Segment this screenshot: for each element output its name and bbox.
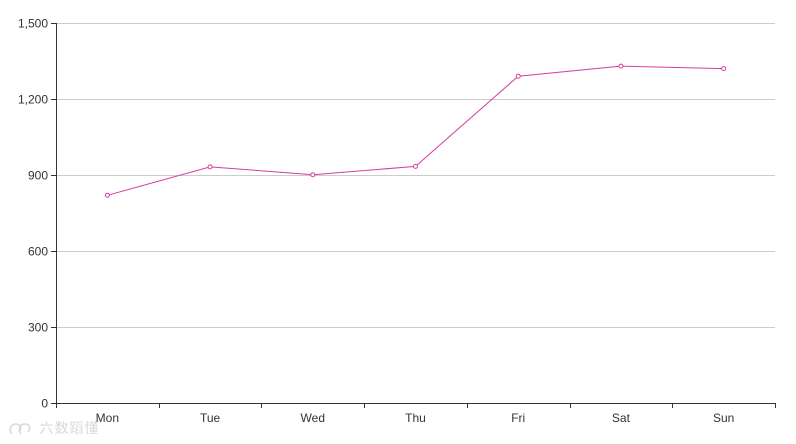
x-tick-label: Sat	[612, 411, 631, 425]
logo-icon	[9, 423, 31, 435]
watermark-text: 六数蹈懂	[39, 421, 100, 437]
data-point[interactable]	[104, 192, 110, 198]
x-tick-label: Wed	[301, 411, 325, 425]
x-tick-label: Thu	[405, 411, 426, 425]
y-tick-label: 900	[28, 169, 48, 183]
y-tick-label: 1,500	[18, 17, 48, 31]
axes	[51, 23, 776, 408]
data-point[interactable]	[310, 172, 316, 178]
data-point[interactable]	[618, 63, 624, 69]
y-tick-label: 1,200	[18, 93, 48, 107]
data-point[interactable]	[207, 164, 213, 170]
grid-lines	[56, 23, 775, 328]
y-tick-label: 0	[41, 397, 48, 411]
series-layer	[104, 63, 727, 198]
x-tick-label: Tue	[200, 411, 221, 425]
y-tick-labels: 0 300 600 900 1,200 1,500	[18, 17, 48, 411]
x-tick-label: Sun	[713, 411, 734, 425]
x-tick-label: Mon	[96, 411, 119, 425]
watermark: 六数蹈懂	[8, 418, 99, 438]
x-tick-labels: Mon Tue Wed Thu Fri Sat Sun	[96, 411, 735, 425]
data-point[interactable]	[515, 73, 521, 79]
data-point[interactable]	[721, 66, 727, 72]
y-tick-label: 300	[28, 321, 48, 335]
y-tick-label: 600	[28, 245, 48, 259]
data-point[interactable]	[413, 163, 418, 169]
x-tick-label: Fri	[511, 411, 525, 425]
